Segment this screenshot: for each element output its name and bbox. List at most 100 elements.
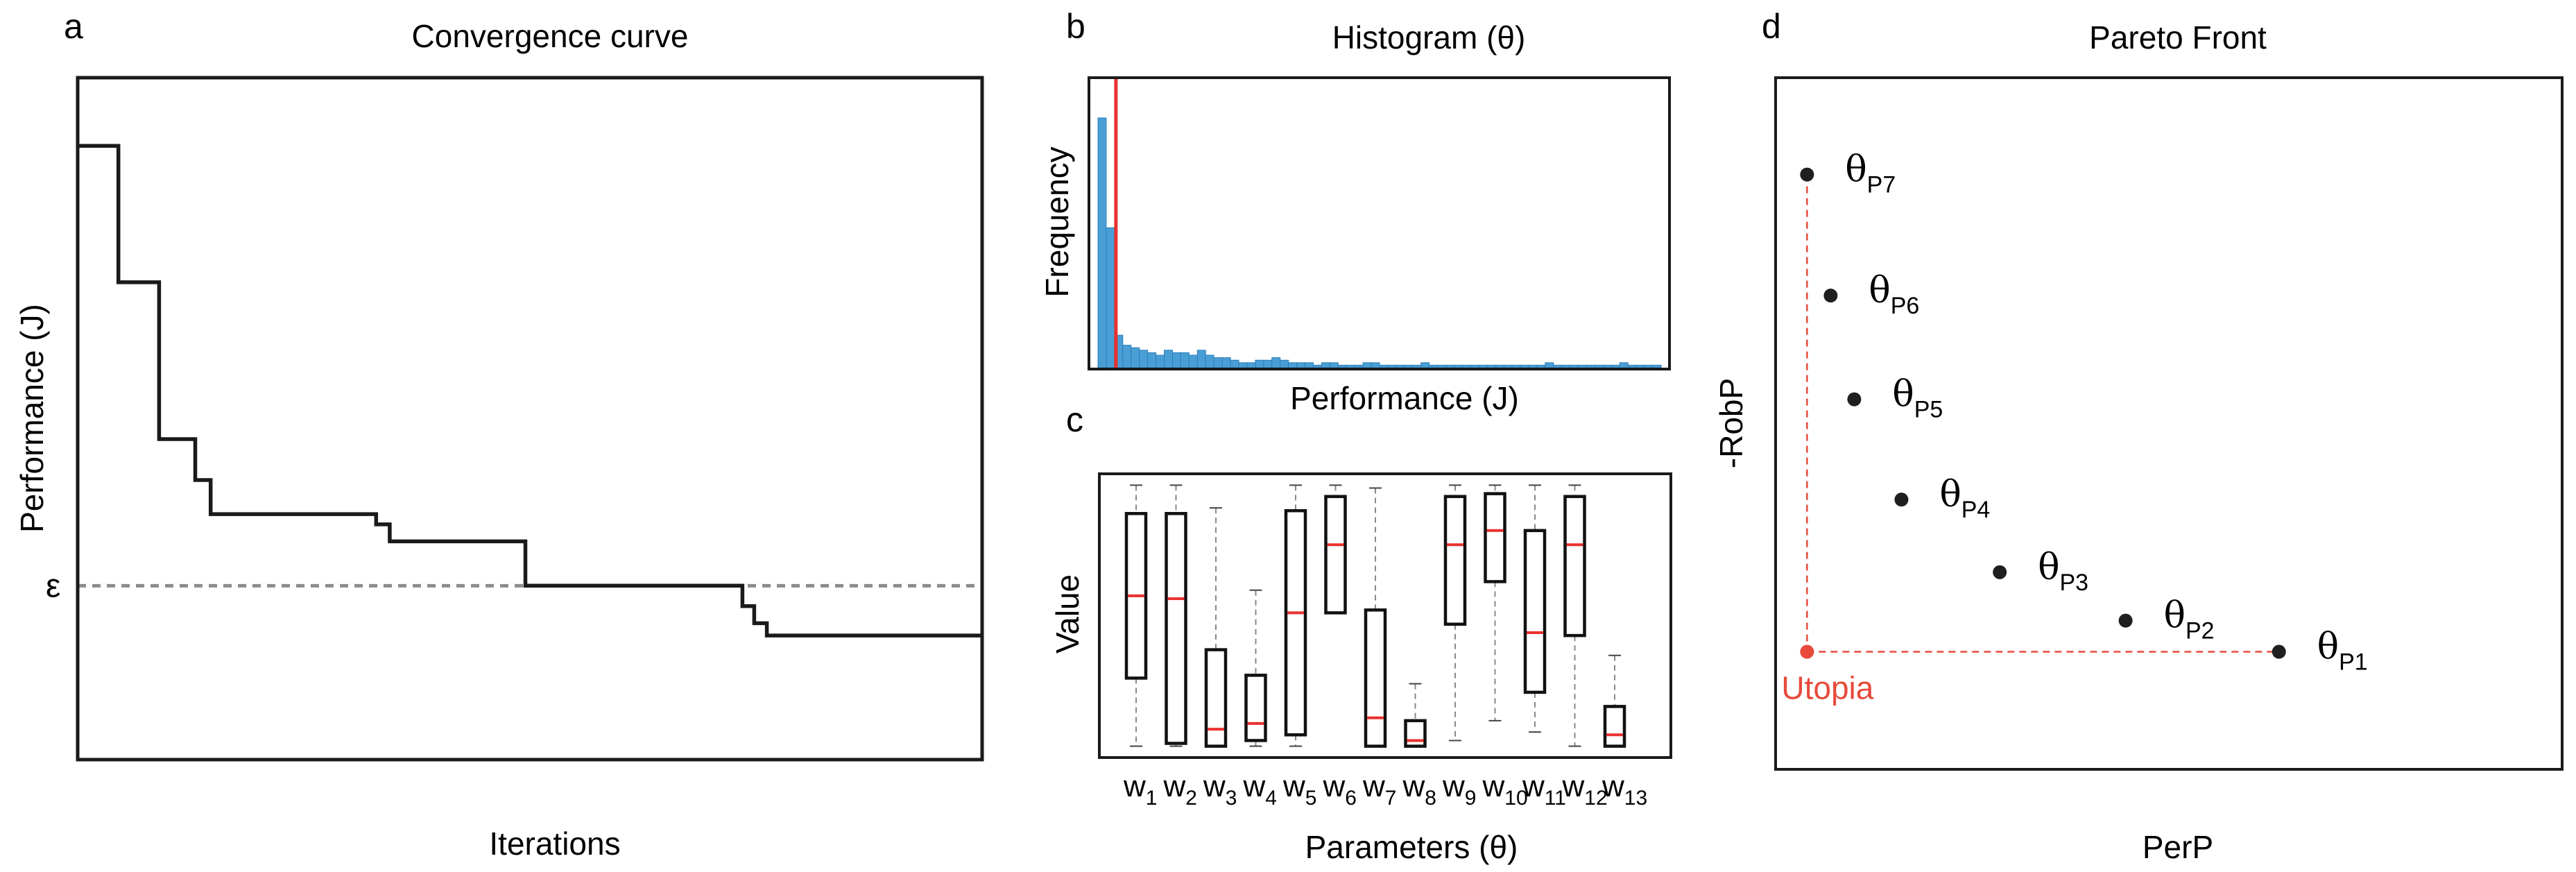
histogram-bar [1602,364,1612,368]
box-tick-label: w13 [1602,769,1647,810]
histogram-bar [1379,364,1389,368]
histogram-bar [1337,364,1347,368]
point-label-theta: θ [1845,149,1866,191]
histogram-bar [1495,364,1504,368]
tick-label-subscript: 8 [1425,787,1436,810]
histogram-bar [1296,362,1306,368]
histogram-bar [1627,364,1637,368]
panel-b: Histogram (θ) Performance (J) Frequency [1039,19,1671,416]
box-tick-label: w11 [1522,769,1566,810]
histogram-bar [1396,364,1405,368]
histogram-bar [1196,350,1206,368]
histogram-bar [1139,350,1149,368]
histogram-bar [1164,350,1173,368]
histogram-bar [1213,357,1223,368]
panel-d-title: Pareto Front [2089,19,2267,55]
histogram-bar [1329,362,1339,368]
panel-letter-b: b [1066,7,1085,46]
histogram-bar [1445,364,1454,368]
histogram-bar [1586,364,1595,368]
histogram-bar [1097,117,1107,368]
panel-letter-a: a [64,7,83,46]
box-tick-label: w10 [1482,769,1528,810]
histogram-bar [1528,364,1538,368]
histogram-bar [1106,227,1115,368]
panel-c-frame [1098,472,1672,759]
histogram-bar [1404,364,1414,368]
histogram-bar [1420,362,1430,368]
histogram-bar [1131,347,1140,368]
tick-label-base: w [1243,769,1266,803]
histogram-bar [1288,362,1298,368]
histogram-bar [1429,364,1439,368]
histogram-bar [1205,354,1214,368]
histogram-bar [1470,364,1479,368]
tick-label-base: w [1402,769,1425,803]
tick-label-base: w [1602,769,1624,803]
tick-label-subscript: 1 [1146,787,1158,810]
histogram-bar [1246,362,1256,368]
box-tick-label: w8 [1402,769,1436,810]
tick-label-base: w [1522,769,1545,803]
point-label-theta: θ [1869,270,1890,311]
histogram-bar [1453,364,1463,368]
tick-label-base: w [1123,769,1146,803]
tick-label-subscript: 6 [1345,787,1357,810]
histogram-bar [1171,352,1181,368]
tick-label-base: w [1203,769,1226,803]
tick-label-subscript: 9 [1465,787,1477,810]
histogram-bar [1230,359,1239,368]
histogram-bar [1520,364,1529,368]
histogram-bar [1503,364,1513,368]
histogram-bar [1263,359,1273,368]
tick-label-subscript: 7 [1385,787,1397,810]
tick-label-base: w [1362,769,1385,803]
pareto-point [1823,289,1838,303]
pareto-point-label: θP6 [1869,270,1919,319]
panel-a-y-label: Performance (J) [14,304,50,533]
histogram-bar [1619,362,1629,368]
tick-label-subscript: 10 [1504,787,1527,810]
histogram-bar [1478,364,1488,368]
tick-label-subscript: 11 [1545,787,1566,810]
tick-label-subscript: 13 [1624,787,1647,810]
box-tick-label: w2 [1163,769,1197,810]
histogram-bar [1346,364,1355,368]
histogram-bar [1594,364,1604,368]
histogram-bar [1312,364,1322,368]
pareto-point [2118,613,2133,628]
histogram-bar [1387,364,1397,368]
histogram-bar [1553,364,1563,368]
box-tick-label: w12 [1562,769,1608,810]
histogram-bar [1271,357,1281,368]
point-label-theta: θ [2317,626,2339,668]
convergence-line [78,144,982,638]
pareto-point [1847,392,1862,407]
tick-label-base: w [1163,769,1186,803]
box-iqr [1404,719,1427,748]
box-tick-label: w7 [1362,769,1396,810]
box-iqr [1204,648,1228,748]
panel-b-frame [1088,76,1671,370]
box-iqr [1484,492,1506,583]
panel-letter-d: d [1762,7,1781,46]
pareto-point [2272,644,2286,659]
panel-b-y-label: Frequency [1039,146,1075,297]
histogram-bar [1611,364,1620,368]
panel-b-title-text: Histogram (θ) [1332,19,1526,55]
point-label-subscript: P5 [1914,397,1943,423]
histogram-bar [1221,357,1231,368]
tick-label-base: w [1323,769,1346,803]
histogram-bar [1321,362,1330,368]
histogram-bar [1255,359,1264,368]
histogram-bar [1635,364,1645,368]
panel-b-x-label: Performance (J) [1290,380,1519,416]
histogram-bar [1156,354,1165,368]
point-label-theta: θ [2038,547,2059,588]
histogram-bar [1570,364,1579,368]
panel-a-title: Convergence curve [412,18,689,54]
pareto-point-label: θP7 [1845,149,1896,198]
